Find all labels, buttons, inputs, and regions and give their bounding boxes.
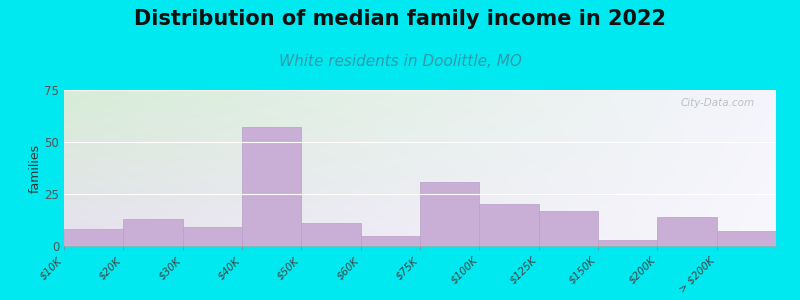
Bar — [717, 231, 776, 246]
Bar — [658, 217, 717, 246]
Y-axis label: families: families — [29, 143, 42, 193]
Text: White residents in Doolittle, MO: White residents in Doolittle, MO — [278, 54, 522, 69]
Text: Distribution of median family income in 2022: Distribution of median family income in … — [134, 9, 666, 29]
Bar — [420, 182, 479, 246]
Bar — [479, 204, 538, 246]
Bar — [182, 227, 242, 246]
Bar — [302, 223, 361, 246]
Bar — [538, 211, 598, 246]
Text: City-Data.com: City-Data.com — [681, 98, 754, 108]
Bar — [361, 236, 420, 246]
Bar — [598, 240, 658, 246]
Bar — [242, 128, 302, 246]
Bar — [123, 219, 182, 246]
Bar — [64, 230, 123, 246]
